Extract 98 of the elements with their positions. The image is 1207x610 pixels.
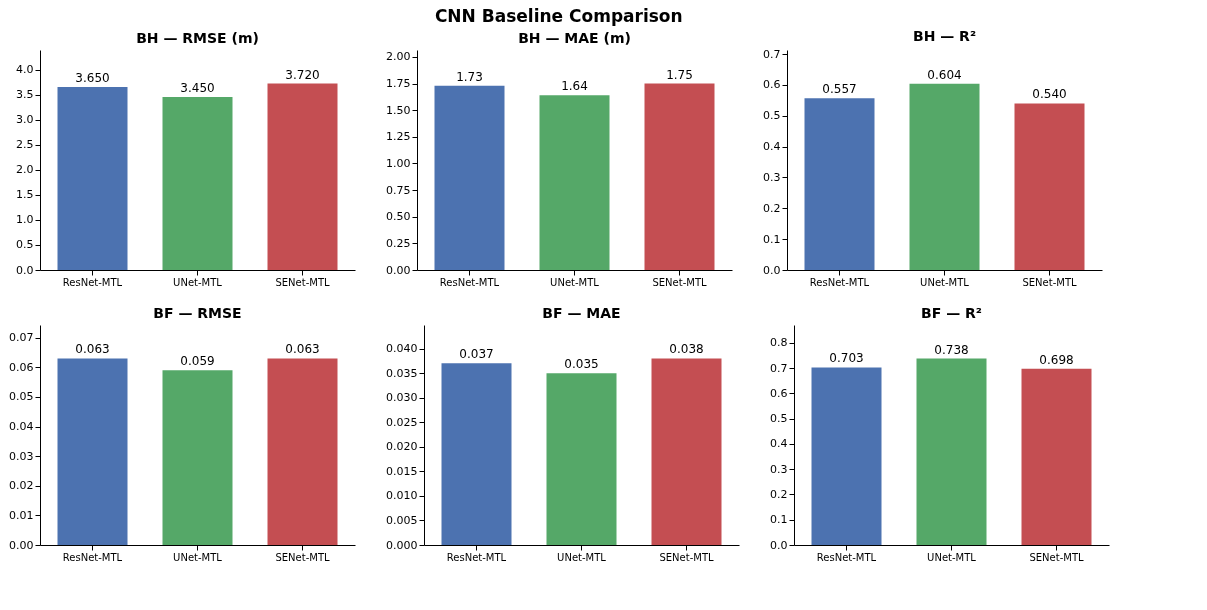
y-tick-label: 0.005 xyxy=(386,513,418,527)
y-tick-label: 0.00 xyxy=(386,263,411,277)
y-tick-label: 0.015 xyxy=(386,464,418,478)
data-label: 3.650 xyxy=(75,71,110,86)
y-tick-label: 1.00 xyxy=(386,156,411,170)
y-tick-label: 0.02 xyxy=(9,479,34,493)
data-label: 1.75 xyxy=(666,67,693,82)
y-tick-label: 0.4 xyxy=(763,140,781,154)
chart-title: BF — RMSE xyxy=(153,305,242,321)
x-tick-label: SENet-MTL xyxy=(1029,551,1084,563)
y-tick-label: 0.2 xyxy=(763,201,781,215)
y-tick-label: 0.6 xyxy=(770,386,788,400)
data-label: 0.063 xyxy=(285,342,320,357)
y-tick-label: 1.5 xyxy=(16,188,34,202)
x-tick-label: UNet-MTL xyxy=(920,276,970,288)
y-tick-label: 0.3 xyxy=(763,170,781,184)
y-tick-label: 0.010 xyxy=(386,489,418,503)
x-tick-label: UNet-MTL xyxy=(927,551,977,563)
x-tick-label: SENet-MTL xyxy=(275,551,330,563)
y-tick-label: 0.1 xyxy=(770,513,788,527)
data-label: 0.037 xyxy=(459,347,494,362)
y-tick-label: 0.025 xyxy=(386,415,418,429)
x-tick-label: UNet-MTL xyxy=(173,276,223,288)
y-tick-label: 0.04 xyxy=(9,420,34,434)
x-tick-label: SENet-MTL xyxy=(275,276,330,288)
y-tick-label: 0.0 xyxy=(16,263,34,277)
data-label: 0.604 xyxy=(927,67,962,82)
y-tick-label: 0.00 xyxy=(9,538,34,552)
y-tick-label: 0.8 xyxy=(770,336,788,350)
bar xyxy=(916,358,987,545)
x-tick-label: ResNet-MTL xyxy=(439,276,500,288)
x-tick-label: SENet-MTL xyxy=(652,276,707,288)
y-tick-label: 1.50 xyxy=(386,103,411,117)
x-tick-label: ResNet-MTL xyxy=(446,551,507,563)
x-tick-label: UNet-MTL xyxy=(557,551,607,563)
y-tick-label: 3.0 xyxy=(16,113,34,127)
y-tick-label: 4.0 xyxy=(16,63,34,77)
chart-title: BF — R² xyxy=(921,305,982,321)
y-tick-label: 1.0 xyxy=(16,213,34,227)
data-label: 0.038 xyxy=(669,342,704,357)
chart-title: BH — MAE (m) xyxy=(518,30,631,46)
y-tick-label: 2.5 xyxy=(16,138,34,152)
chart-title: BF — MAE xyxy=(542,305,621,321)
chart-title: BH — R² xyxy=(912,28,977,45)
y-tick-label: 2.00 xyxy=(386,50,411,64)
y-tick-label: 0.4 xyxy=(770,437,788,451)
y-tick-label: 0.7 xyxy=(770,361,788,375)
y-tick-label: 0.25 xyxy=(386,236,411,250)
bar xyxy=(811,367,882,545)
chart-title: BH — RMSE (m) xyxy=(136,30,259,46)
y-tick-label: 0.2 xyxy=(770,487,788,501)
y-tick-label: 0.0 xyxy=(763,263,781,277)
y-tick-label: 0.000 xyxy=(386,538,418,552)
y-tick-label: 0.75 xyxy=(386,183,411,197)
y-tick-label: 0.07 xyxy=(9,331,34,345)
x-tick-label: ResNet-MTL xyxy=(62,551,123,563)
data-label: 0.059 xyxy=(180,354,215,369)
x-tick-label: ResNet-MTL xyxy=(62,276,123,288)
text: CNN Baseline Comparison xyxy=(434,6,683,27)
data-label: 0.035 xyxy=(564,357,599,372)
data-label: 0.540 xyxy=(1032,87,1067,102)
y-tick-label: 1.75 xyxy=(386,77,411,91)
x-tick-label: ResNet-MTL xyxy=(816,551,877,563)
data-label: 3.450 xyxy=(180,81,215,96)
y-tick-label: 0.7 xyxy=(763,47,781,61)
data-label: 0.703 xyxy=(829,351,864,366)
data-label: 1.73 xyxy=(456,69,483,84)
x-tick-label: UNet-MTL xyxy=(550,276,600,288)
y-tick-label: 0.020 xyxy=(386,440,418,454)
y-tick-label: 0.6 xyxy=(763,78,781,92)
y-tick-label: 1.25 xyxy=(386,130,411,144)
x-tick-label: UNet-MTL xyxy=(173,551,223,563)
y-tick-label: 0.06 xyxy=(9,360,34,374)
data-label: 0.557 xyxy=(822,82,857,97)
x-tick-label: SENet-MTL xyxy=(1022,276,1077,288)
x-tick-label: SENet-MTL xyxy=(659,551,714,563)
y-tick-label: 0.1 xyxy=(763,232,781,246)
data-label: 0.698 xyxy=(1039,352,1074,367)
y-tick-label: 0.50 xyxy=(386,210,411,224)
y-tick-label: 0.030 xyxy=(386,391,418,405)
y-tick-label: 0.3 xyxy=(770,462,788,476)
y-tick-label: 0.03 xyxy=(9,449,34,463)
y-tick-label: 0.5 xyxy=(763,109,781,123)
data-label: 0.063 xyxy=(75,342,110,357)
y-tick-label: 0.05 xyxy=(9,390,34,404)
data-label: 0.738 xyxy=(934,342,969,357)
y-tick-label: 0.0 xyxy=(770,538,788,552)
y-tick-label: 0.035 xyxy=(386,366,418,380)
y-tick-label: 3.5 xyxy=(16,88,34,102)
x-tick-label: ResNet-MTL xyxy=(809,276,870,288)
data-label: 3.720 xyxy=(285,67,320,82)
y-tick-label: 0.01 xyxy=(9,508,34,522)
y-tick-label: 0.5 xyxy=(16,238,34,252)
data-label: 1.64 xyxy=(561,79,588,94)
y-tick-label: 0.5 xyxy=(770,412,788,426)
bar xyxy=(1021,368,1092,545)
y-tick-label: 0.040 xyxy=(386,342,418,356)
y-tick-label: 2.0 xyxy=(16,163,34,177)
